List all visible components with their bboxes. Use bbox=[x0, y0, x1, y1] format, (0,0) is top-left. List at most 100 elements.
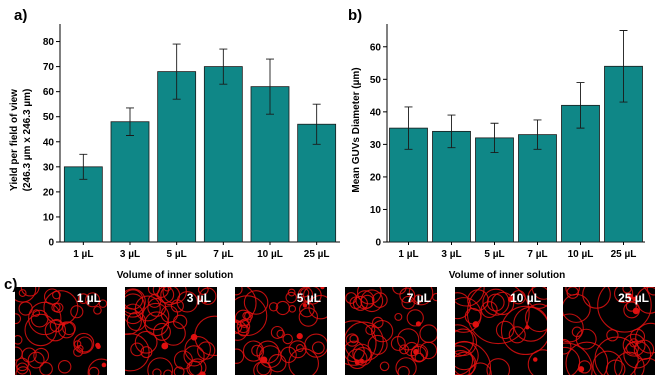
chart-a-ytick-label: 10 bbox=[43, 212, 55, 223]
vesicle bbox=[413, 294, 424, 304]
chart-a-plot: 0 10 20 30 40 50 60 70 80 1 µL 3 µL 5 µL 7 µL 10 µL 25… bbox=[43, 24, 340, 260]
vesicle bbox=[508, 326, 526, 344]
vesicle bbox=[18, 289, 27, 297]
vesicle bbox=[62, 321, 76, 336]
micrograph-5: 10 µL bbox=[455, 287, 547, 375]
chart-a: a) 0 10 20 30 40 50 60 70 80 1 µL 3 µL 5 µL 7 µL 10 µ… bbox=[9, 7, 340, 281]
vesicle bbox=[605, 359, 626, 375]
vesicle-spot bbox=[199, 371, 206, 375]
vesicle bbox=[455, 341, 492, 375]
chart-b-bar bbox=[518, 134, 557, 243]
vesicle-spot bbox=[296, 333, 303, 340]
vesicle bbox=[134, 295, 161, 322]
vesicle bbox=[235, 287, 257, 323]
vesicle-spot bbox=[413, 348, 419, 355]
chart-b-plot: 0 10 20 30 40 50 60 1 µL 3 µL 5 µL 7 µL 10 µL 25 µL bbox=[370, 24, 645, 260]
vesicle bbox=[15, 346, 23, 361]
vesicle bbox=[582, 287, 611, 309]
vesicle bbox=[73, 332, 95, 354]
vesicle bbox=[419, 341, 437, 360]
vesicle bbox=[43, 288, 61, 305]
chart-a-ytick-label: 60 bbox=[43, 87, 55, 98]
chart-a-xtick-label: 10 µL bbox=[257, 249, 283, 260]
chart-a-xtick-label: 7 µL bbox=[213, 249, 233, 260]
vesicle-group bbox=[455, 287, 547, 375]
chart-a-xtick-label: 25 µL bbox=[304, 249, 330, 260]
vesicle bbox=[70, 305, 84, 319]
chart-b-ytick-label: 0 bbox=[375, 238, 381, 249]
vesicle bbox=[397, 365, 410, 375]
vesicle bbox=[357, 287, 382, 305]
vesicle bbox=[183, 345, 205, 367]
panel-label-a: a) bbox=[14, 7, 27, 24]
vesicle bbox=[295, 344, 304, 353]
vesicle bbox=[565, 341, 609, 375]
vesicle bbox=[345, 333, 359, 347]
micrograph-background bbox=[15, 287, 107, 375]
vesicle bbox=[235, 287, 243, 296]
vesicle bbox=[575, 328, 597, 350]
vesicle bbox=[623, 301, 641, 319]
chart-a-xtick-label: 1 µL bbox=[73, 249, 93, 260]
chart-b-xlabel: Volume of inner solution bbox=[449, 270, 565, 281]
chart-a-error-bar bbox=[172, 43, 181, 100]
vesicle bbox=[622, 333, 646, 357]
vesicle-spot bbox=[95, 344, 101, 350]
vesicle bbox=[57, 359, 72, 374]
vesicle bbox=[531, 287, 547, 300]
micrograph-1: 1 µL bbox=[15, 287, 107, 375]
vesicle bbox=[39, 362, 53, 375]
vesicle bbox=[432, 292, 437, 302]
vesicle-group bbox=[125, 287, 217, 375]
vesicle-spot bbox=[525, 325, 530, 330]
vesicle-group bbox=[15, 287, 107, 375]
chart-a-bar bbox=[110, 121, 150, 243]
chart-b-ytick-label: 40 bbox=[370, 107, 382, 118]
vesicle bbox=[303, 287, 322, 305]
vesicle bbox=[130, 342, 145, 357]
micrograph-label: 25 µL bbox=[618, 291, 649, 305]
vesicle bbox=[270, 325, 284, 339]
vesicle-spot bbox=[61, 322, 66, 326]
vesicle bbox=[235, 348, 245, 364]
vesicle bbox=[173, 366, 185, 375]
panel-label-c: c) bbox=[4, 276, 17, 293]
vesicle bbox=[566, 287, 579, 299]
chart-b-xtick-label: 5 µL bbox=[484, 249, 504, 260]
vesicle bbox=[527, 349, 547, 375]
micrograph-label: 7 µL bbox=[407, 291, 431, 305]
vesicle bbox=[125, 293, 146, 318]
vesicle bbox=[85, 292, 101, 308]
vesicle-spot bbox=[320, 287, 325, 290]
vesicle bbox=[500, 305, 547, 356]
vesicle bbox=[406, 309, 424, 327]
vesicle-spot bbox=[507, 296, 514, 303]
vesicle bbox=[597, 287, 652, 333]
vesicle bbox=[282, 333, 293, 345]
vesicle bbox=[490, 291, 515, 316]
vesicle-group bbox=[345, 287, 437, 375]
chart-b-bar bbox=[475, 137, 514, 243]
vesicle-spot bbox=[203, 300, 207, 304]
vesicle bbox=[299, 288, 310, 298]
vesicle bbox=[635, 322, 655, 354]
chart-a-ytick-label: 70 bbox=[43, 62, 55, 73]
vesicle bbox=[52, 290, 61, 300]
vesicle bbox=[268, 302, 279, 312]
vesicle-spot bbox=[627, 293, 634, 300]
vesicle bbox=[527, 287, 547, 309]
vesicle bbox=[625, 300, 637, 312]
chart-b-error-bar bbox=[447, 114, 456, 149]
vesicle bbox=[15, 313, 22, 325]
vesicle bbox=[15, 287, 37, 303]
vesicle bbox=[345, 340, 365, 363]
chart-a-ytick-label: 0 bbox=[48, 238, 54, 249]
chart-b-xtick-label: 3 µL bbox=[441, 249, 461, 260]
vesicle bbox=[76, 344, 84, 352]
chart-b-ytick-label: 50 bbox=[370, 75, 382, 86]
vesicle bbox=[614, 287, 634, 304]
vesicle bbox=[20, 287, 40, 297]
vesicle-spot bbox=[101, 362, 107, 368]
chart-a-xtick-label: 5 µL bbox=[167, 249, 187, 260]
panel-label-b: b) bbox=[348, 7, 362, 24]
